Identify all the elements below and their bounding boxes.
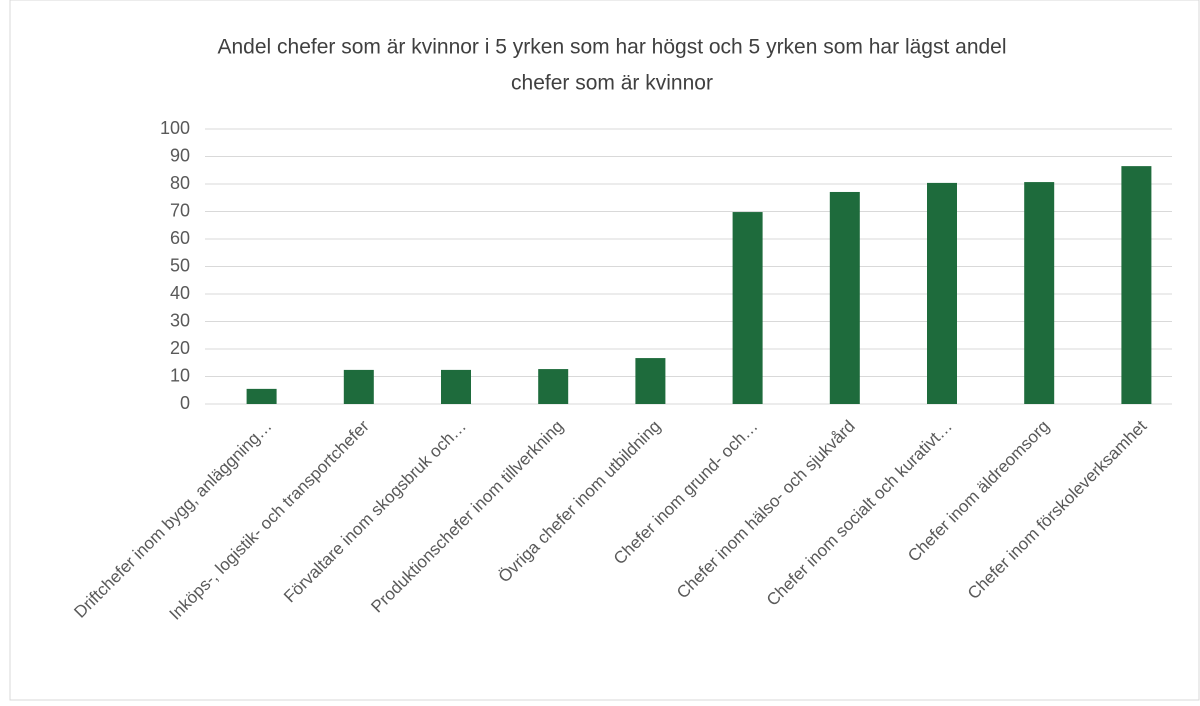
chart-title: chefer som är kvinnor xyxy=(511,72,713,95)
x-tick-label: Chefer inom förskoleverksamhet xyxy=(964,416,1151,603)
bar xyxy=(927,182,957,404)
bar xyxy=(1121,166,1152,404)
y-tick-label: 50 xyxy=(170,255,190,275)
y-tick-label: 10 xyxy=(170,365,190,385)
bar xyxy=(343,369,374,404)
bar xyxy=(732,212,763,404)
bar xyxy=(441,369,471,404)
y-tick-label: 90 xyxy=(170,145,190,165)
x-tick-label: Produktionschefer inom tillverkning xyxy=(367,417,567,617)
x-tick-label: Driftchefer inom bygg, anläggning… xyxy=(70,417,275,622)
x-tick-label: Chefer inom socialt och kurativt… xyxy=(763,417,956,610)
x-tick-label: Övriga chefer inom utbildning xyxy=(495,417,665,587)
chart-title: Andel chefer som är kvinnor i 5 yrken so… xyxy=(217,36,1006,59)
bar xyxy=(829,191,860,404)
x-tick-label: Förvaltare inom skogsbruk och… xyxy=(280,417,470,607)
x-tick-label: Inköps-, logistik- och transportchefer xyxy=(166,416,373,623)
x-tick-label: Chefer inom hälso- och sjukvård xyxy=(673,417,859,603)
chart-frame xyxy=(9,0,1200,701)
y-tick-label: 60 xyxy=(170,228,190,248)
bar xyxy=(538,369,569,404)
y-tick-label: 80 xyxy=(170,173,190,193)
y-tick-label: 70 xyxy=(170,200,190,220)
y-tick-label: 40 xyxy=(170,283,190,303)
y-tick-label: 30 xyxy=(170,310,190,330)
y-tick-label: 0 xyxy=(180,393,190,413)
bar xyxy=(635,358,666,404)
y-tick-label: 100 xyxy=(160,118,190,138)
bar xyxy=(1024,182,1055,404)
y-tick-label: 20 xyxy=(170,338,190,358)
bar xyxy=(246,388,277,404)
